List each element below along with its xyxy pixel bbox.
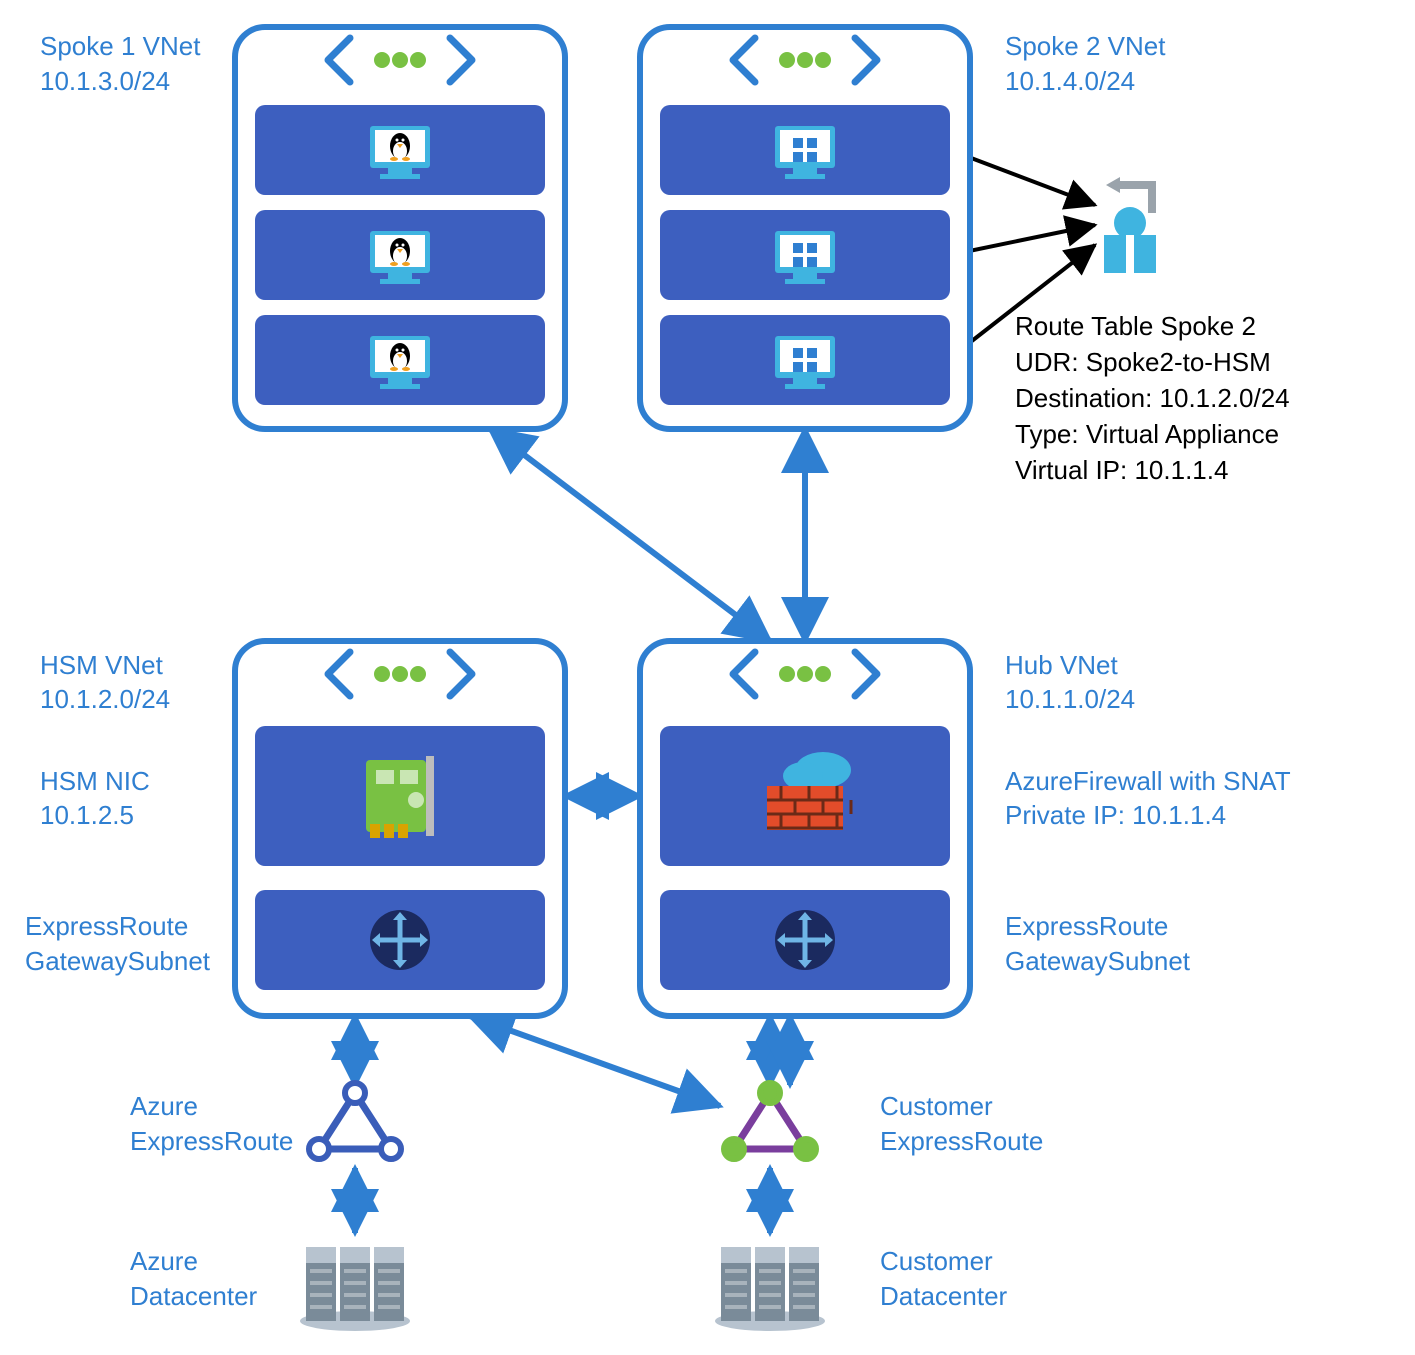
vnet-spoke1-cidr: 10.1.3.0/24: [40, 66, 170, 96]
dc-customer-l2: Datacenter: [880, 1281, 1008, 1311]
peering-arrow: [490, 429, 770, 641]
route-table-line-4: Virtual IP: 10.1.1.4: [1015, 455, 1228, 485]
vnet-spoke2-cidr: 10.1.4.0/24: [1005, 66, 1135, 96]
expressroute-customer-icon: [724, 1083, 816, 1159]
er-gw-hsm-l1: ExpressRoute: [25, 911, 188, 941]
er-gw-hsm-l2: GatewaySubnet: [25, 946, 211, 976]
expressroute-azure-icon: [309, 1083, 401, 1159]
vnet-hub-cidr: 10.1.1.0/24: [1005, 684, 1135, 714]
dc-azure-l1: Azure: [130, 1246, 198, 1276]
vnet-hub-title: Hub VNet: [1005, 650, 1118, 680]
er-azure-l2: ExpressRoute: [130, 1126, 293, 1156]
peering-arrow: [470, 1016, 720, 1106]
hsm-nic-ip: 10.1.2.5: [40, 800, 134, 830]
vnet-spoke1-title: Spoke 1 VNet: [40, 31, 201, 61]
er-azure-l1: Azure: [130, 1091, 198, 1121]
er-gw-hub-l1: ExpressRoute: [1005, 911, 1168, 941]
vnet-hsm: [235, 641, 565, 1016]
vnet-spoke2-title: Spoke 2 VNet: [1005, 31, 1166, 61]
dc-azure-l2: Datacenter: [130, 1281, 258, 1311]
er-gw-hub-l2: GatewaySubnet: [1005, 946, 1191, 976]
datacenter-azure-icon: [300, 1247, 410, 1331]
datacenter-customer-icon: [715, 1247, 825, 1331]
hsm-nic-label: HSM NIC: [40, 766, 150, 796]
er-customer-l1: Customer: [880, 1091, 993, 1121]
vnet-spoke2: [640, 27, 970, 429]
dc-customer-l1: Customer: [880, 1246, 993, 1276]
vnet-spoke1: [235, 27, 565, 429]
route-table-line-3: Type: Virtual Appliance: [1015, 419, 1279, 449]
firewall-ip: Private IP: 10.1.1.4: [1005, 800, 1226, 830]
vnet-hsm-title: HSM VNet: [40, 650, 164, 680]
vnet-hub: [640, 641, 970, 1016]
route-table-line-0: Route Table Spoke 2: [1015, 311, 1256, 341]
firewall-label: AzureFirewall with SNAT: [1005, 766, 1291, 796]
vnet-hsm-cidr: 10.1.2.0/24: [40, 684, 170, 714]
route-table-line-2: Destination: 10.1.2.0/24: [1015, 383, 1290, 413]
er-customer-l2: ExpressRoute: [880, 1126, 1043, 1156]
user-defined-route-icon: [1104, 177, 1156, 273]
route-table-line-1: UDR: Spoke2-to-HSM: [1015, 347, 1271, 377]
